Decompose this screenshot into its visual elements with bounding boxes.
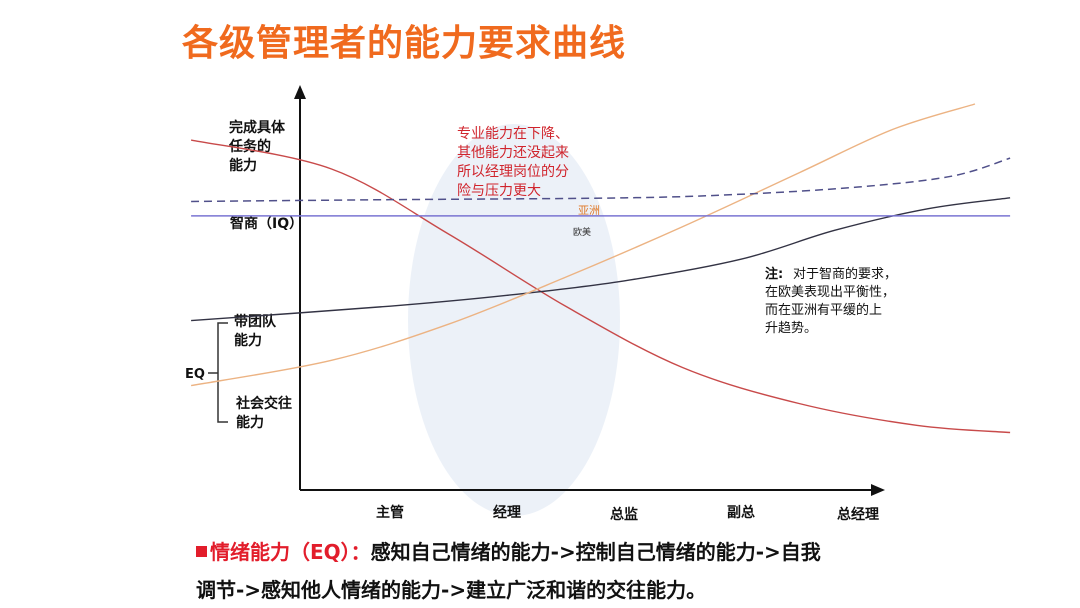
page-title: 各级管理者的能力要求曲线 bbox=[182, 23, 627, 64]
x-tick-label: 总监 bbox=[610, 506, 638, 523]
highlight-note-line: 所以经理岗位的分 bbox=[457, 164, 569, 180]
y-axis-label: 社会交往 bbox=[235, 395, 292, 412]
eq-bracket bbox=[217, 322, 228, 423]
note-line: 升趋势。 bbox=[765, 320, 817, 336]
note-line: 对于智商的要求， bbox=[793, 266, 897, 282]
highlight-ellipse bbox=[408, 124, 620, 516]
x-axis-arrow-icon bbox=[871, 484, 885, 496]
footer-line-2: 调节->感知他人情绪的能力->建立广泛和谐的交往能力。 bbox=[196, 578, 707, 602]
highlight-note-line: 专业能力在下降、 bbox=[457, 126, 569, 142]
note-prefix: 注: bbox=[765, 266, 783, 282]
footer-line-1-text: 感知自己情绪的能力->控制自己情绪的能力->自我 bbox=[370, 540, 821, 564]
y-axis-label: 智商（IQ） bbox=[229, 215, 303, 232]
note-line: 而在亚洲有平缓的上 bbox=[765, 302, 882, 318]
series-label-asia: 亚洲 bbox=[578, 204, 600, 217]
footer-label: 情绪能力（EQ）： bbox=[210, 540, 371, 564]
highlight-note-line: 其他能力还没起来 bbox=[457, 145, 569, 161]
y-axis-label: 能力 bbox=[236, 414, 264, 431]
x-tick-label: 主管 bbox=[376, 504, 404, 521]
y-axis-arrow-icon bbox=[294, 85, 306, 99]
y-axis-label: 能力 bbox=[234, 332, 262, 349]
y-axis-label: 能力 bbox=[229, 157, 257, 174]
x-tick-label: 经理 bbox=[493, 504, 521, 521]
series-label-west: 欧美 bbox=[573, 226, 591, 238]
y-axis-label: 任务的 bbox=[228, 138, 271, 155]
note-line: 在欧美表现出平衡性， bbox=[765, 285, 895, 300]
x-tick-label: 副总 bbox=[727, 504, 755, 521]
highlight-note-line: 险与压力更大 bbox=[457, 183, 541, 199]
iq-asia-line bbox=[191, 157, 1011, 203]
bullet-icon bbox=[196, 546, 207, 557]
y-axis-label: 完成具体 bbox=[229, 119, 286, 136]
professional-skill-line bbox=[190, 139, 1011, 434]
ability-curve-chart: 主管 经理 总监 副总 总经理完成具体任务的能力智商（IQ）带团队能力社会交往能力EQ欧… bbox=[185, 85, 1011, 523]
social-skill-line bbox=[190, 103, 976, 387]
eq-label: EQ bbox=[185, 367, 205, 382]
x-tick-label: 总经理 bbox=[837, 506, 879, 523]
team-lead-line bbox=[191, 197, 1011, 322]
footer-line-1: 情绪能力（EQ）：感知自己情绪的能力->控制自己情绪的能力->自我 bbox=[196, 536, 821, 565]
